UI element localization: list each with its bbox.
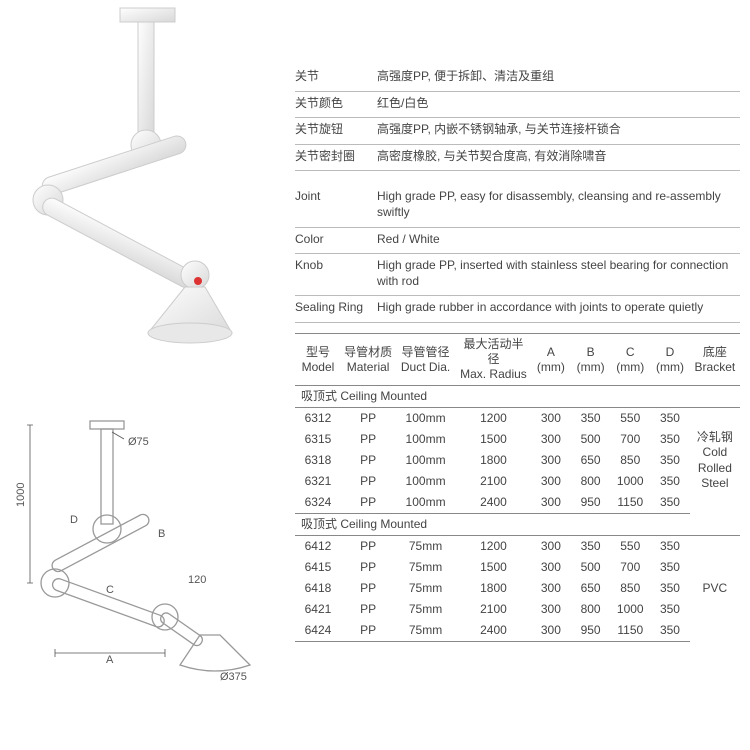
table-row: 6418PP75mm1800300650850350 <box>295 578 740 599</box>
svg-text:B: B <box>158 528 165 540</box>
spec-row: 关节颜色红色/白色 <box>295 92 740 119</box>
bracket-cell: 冷轧钢ColdRolledSteel <box>690 408 740 514</box>
spec-label: Knob <box>295 258 377 289</box>
table-row: 6312PP100mm1200300350550350冷轧钢ColdRolled… <box>295 408 740 430</box>
table-row: 6324PP100mm24003009501150350 <box>295 492 740 514</box>
spec-label: Sealing Ring <box>295 300 377 316</box>
table-row: 6315PP100mm1500300500700350 <box>295 429 740 450</box>
spec-value: 高强度PP, 内嵌不锈钢轴承, 与关节连接杆锁合 <box>377 122 740 138</box>
dimensional-diagram: 1000 Ø75 120 Ø375 D B C A <box>10 415 280 685</box>
spec-row: JointHigh grade PP, easy for disassembly… <box>295 185 740 227</box>
spec-label: Color <box>295 232 377 248</box>
spec-table: 关节高强度PP, 便于拆卸、清洁及重组关节颜色红色/白色关节旋钮高强度PP, 内… <box>295 65 740 323</box>
table-row: 6415PP75mm1500300500700350 <box>295 557 740 578</box>
spec-value: High grade PP, inserted with stainless s… <box>377 258 740 289</box>
spec-value: 高强度PP, 便于拆卸、清洁及重组 <box>377 69 740 85</box>
svg-text:D: D <box>70 514 78 526</box>
svg-text:A: A <box>106 654 114 666</box>
table-row: 6318PP100mm1800300650850350 <box>295 450 740 471</box>
spec-row: ColorRed / White <box>295 228 740 255</box>
spec-row: 关节密封圈高密度橡胶, 与关节契合度高, 有效消除啸音 <box>295 145 740 172</box>
spec-label: 关节 <box>295 69 377 85</box>
svg-text:120: 120 <box>188 574 206 586</box>
spec-value: Red / White <box>377 232 740 248</box>
bracket-cell: PVC <box>690 536 740 642</box>
svg-text:1000: 1000 <box>15 483 27 507</box>
svg-text:C: C <box>106 584 114 596</box>
spec-label: 关节颜色 <box>295 96 377 112</box>
spec-value: 高密度橡胶, 与关节契合度高, 有效消除啸音 <box>377 149 740 165</box>
spec-label: Joint <box>295 189 377 220</box>
spec-row: 关节高强度PP, 便于拆卸、清洁及重组 <box>295 65 740 92</box>
svg-text:Ø375: Ø375 <box>220 671 247 683</box>
spec-value: 红色/白色 <box>377 96 740 112</box>
table-row: 6412PP75mm1200300350550350PVC <box>295 536 740 558</box>
section-title: 吸顶式 Ceiling Mounted <box>295 386 740 408</box>
svg-text:Ø75: Ø75 <box>128 436 149 448</box>
section-title: 吸顶式 Ceiling Mounted <box>295 514 740 536</box>
spec-value: High grade PP, easy for disassembly, cle… <box>377 189 740 220</box>
spec-row: 关节旋钮高强度PP, 内嵌不锈钢轴承, 与关节连接杆锁合 <box>295 118 740 145</box>
spec-label: 关节密封圈 <box>295 149 377 165</box>
spec-label: 关节旋钮 <box>295 122 377 138</box>
data-table: 型号Model 导管材质Material 导管管径Duct Dia. 最大活动半… <box>295 333 740 642</box>
table-row: 6424PP75mm24003009501150350 <box>295 620 740 642</box>
spec-row: Sealing RingHigh grade rubber in accorda… <box>295 296 740 323</box>
product-illustration <box>10 5 280 345</box>
table-row: 6321PP100mm21003008001000350 <box>295 471 740 492</box>
table-row: 6421PP75mm21003008001000350 <box>295 599 740 620</box>
spec-row: KnobHigh grade PP, inserted with stainle… <box>295 254 740 296</box>
spec-value: High grade rubber in accordance with joi… <box>377 300 740 316</box>
